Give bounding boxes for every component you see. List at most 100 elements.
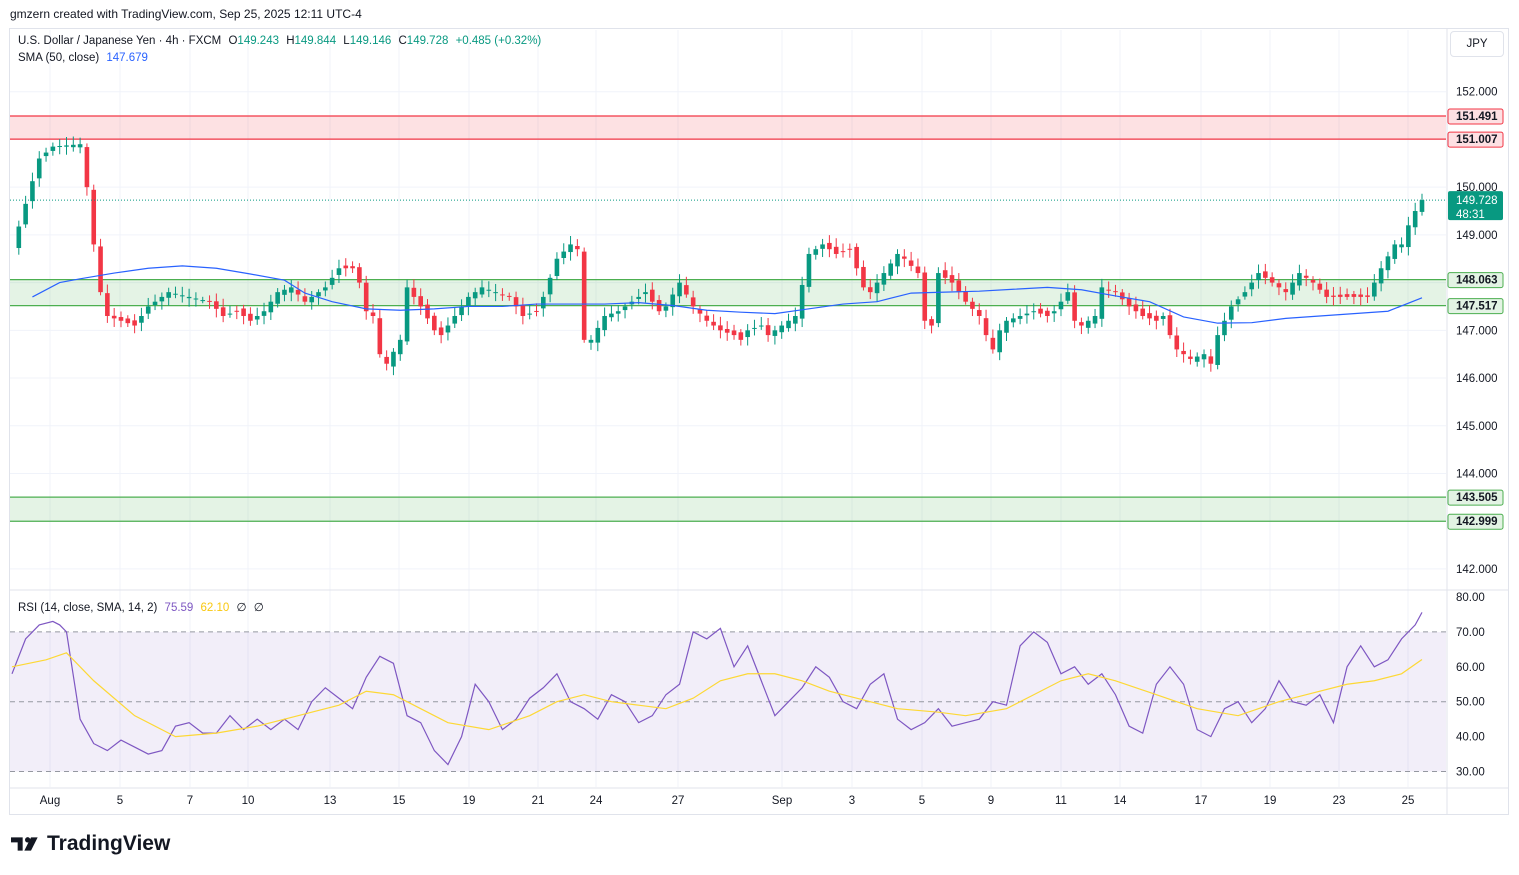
candle-body (854, 246, 859, 269)
candle-body (1303, 275, 1309, 278)
close-value: C149.728 (398, 35, 449, 47)
candle-body (343, 265, 349, 269)
candle-body (50, 146, 56, 151)
candle-body (990, 337, 996, 350)
candle-body (840, 251, 846, 253)
candle-body (513, 297, 519, 307)
candle-body (254, 316, 260, 320)
time-tick-label: 19 (1264, 795, 1277, 807)
price-tick-label: 147.000 (1456, 325, 1498, 337)
candle-body (697, 309, 703, 314)
candle-body (983, 318, 989, 336)
candle-body (806, 253, 812, 287)
candle-body (1154, 315, 1159, 321)
price-label-text: 151.491 (1456, 111, 1498, 123)
candle-body (145, 306, 151, 314)
candle-body (418, 296, 423, 307)
candle-body (1167, 315, 1173, 336)
rsi-line (11, 612, 1423, 766)
time-tick-label: 21 (532, 795, 545, 807)
candle-body (1051, 311, 1057, 314)
candle-body (970, 301, 975, 309)
candle-body (1181, 350, 1186, 355)
candle-body (1079, 322, 1084, 326)
candle-body (1045, 310, 1050, 316)
candle-body (1119, 292, 1125, 300)
candle-body (690, 297, 696, 307)
candle-body (554, 258, 560, 277)
candle-body (527, 313, 532, 315)
candle-body (1092, 316, 1098, 324)
candle-body (1147, 313, 1152, 319)
candle-body (275, 292, 280, 304)
last-price-text: 149.728 (1456, 195, 1498, 207)
price-tick-label: 142.000 (1456, 564, 1498, 576)
price-label-text: 142.999 (1456, 516, 1498, 528)
candle-body (1194, 356, 1200, 362)
candle-body (1106, 289, 1111, 291)
candle-body (288, 287, 294, 293)
candle-body (23, 203, 28, 225)
candle-body (547, 277, 553, 295)
chart-frame[interactable] (9, 28, 1509, 815)
candle-body (30, 181, 35, 202)
candle-body (867, 287, 873, 293)
candle-body (166, 292, 171, 298)
candle-body (118, 317, 124, 321)
candle-body (220, 307, 226, 316)
candle-body (956, 280, 962, 293)
candle-body (404, 287, 410, 342)
candle-body (1256, 273, 1261, 281)
candle-body (1269, 277, 1275, 283)
candle-body (908, 260, 914, 266)
candle-body (902, 256, 907, 259)
candle-body (915, 266, 921, 274)
zone-resistance (10, 116, 1446, 140)
candle-body (329, 277, 335, 285)
sma-value: 147.679 (106, 52, 148, 64)
candle-body (602, 316, 607, 331)
time-tick-label: 9 (988, 795, 994, 807)
rsi-tick-label: 60.00 (1456, 662, 1485, 674)
rsi-extra-1: ∅ (236, 602, 247, 614)
time-tick-label: Sep (772, 795, 792, 807)
zone-support-mid (10, 279, 1446, 306)
candle-body (472, 292, 478, 299)
candle-body (248, 313, 253, 321)
candle-body (1222, 320, 1227, 336)
candle-body (1310, 279, 1316, 283)
last-price-box (1448, 191, 1503, 221)
price-tick-label: 152.000 (1456, 87, 1498, 99)
candle-body (43, 152, 49, 157)
rsi-tick-label: 70.00 (1456, 627, 1485, 639)
price-label-box (1447, 131, 1504, 148)
candle-body (799, 284, 805, 319)
candle-body (207, 300, 212, 302)
rsi-tick-label: 80.00 (1456, 592, 1485, 604)
candle-body (479, 287, 485, 295)
candle-body (758, 325, 764, 327)
candle-body (895, 253, 900, 267)
candle-body (847, 248, 853, 250)
candle-body (541, 296, 546, 309)
candle-body (949, 275, 955, 283)
candle-body (173, 293, 178, 295)
candle-body (745, 330, 750, 338)
candle-body (1085, 320, 1091, 328)
brand-name: TradingView (47, 832, 171, 855)
candle-body (77, 144, 83, 148)
candle-body (827, 242, 832, 250)
candle-body (350, 266, 355, 269)
price-tick-label: 146.000 (1456, 373, 1498, 385)
zone-support-low (10, 497, 1446, 522)
candle-body (1337, 294, 1343, 297)
candle-body (724, 328, 730, 333)
currency-button[interactable]: JPY (1450, 31, 1504, 57)
candle-body (752, 327, 757, 329)
candle-body (997, 330, 1002, 353)
candle-body (159, 296, 165, 302)
price-label-box (1447, 489, 1504, 506)
candle-body (452, 316, 458, 324)
candle-body (397, 339, 403, 355)
